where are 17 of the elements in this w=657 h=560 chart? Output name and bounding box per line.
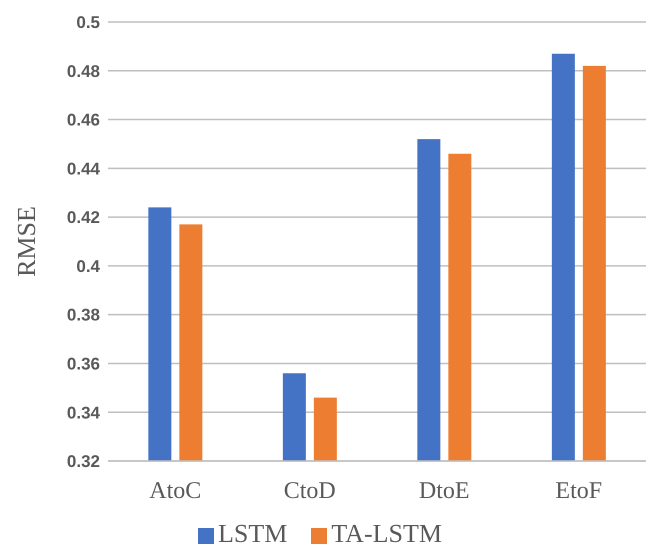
x-tick-label: CtoD (284, 478, 336, 504)
y-tick-label: 0.44 (66, 159, 101, 178)
y-tick-label: 0.36 (66, 354, 100, 374)
x-tick-label: EtoF (555, 478, 602, 504)
y-axis-title: RMSE (12, 206, 42, 277)
y-tick-label: 0.46 (66, 110, 100, 130)
y-tick-label: 0.38 (66, 306, 100, 325)
x-tick-label: AtoC (149, 478, 202, 504)
y-tick-label: 0.48 (66, 62, 100, 81)
y-tick-label: 0.32 (66, 452, 100, 472)
legend-label: TA-LSTM (331, 519, 442, 548)
y-tick-label: 0.42 (66, 208, 100, 228)
y-tick-label: 0.5 (76, 13, 100, 32)
y-tick-label: 0.34 (66, 403, 101, 422)
x-tick-label: DtoE (418, 478, 470, 504)
y-tick-label: 0.4 (76, 256, 101, 276)
legend-label: LSTM (218, 519, 288, 548)
